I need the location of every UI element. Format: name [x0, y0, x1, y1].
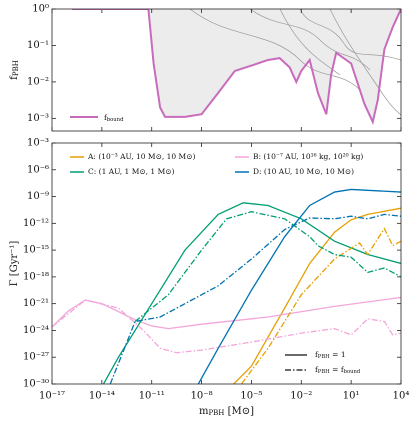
x-label: mPBH [M⊙] — [199, 406, 254, 417]
label-part: [M⊙] — [224, 406, 254, 417]
y-tick-label: 10⁻² — [27, 76, 49, 87]
y-tick-label: 10⁰ — [32, 4, 49, 15]
label-part: f — [9, 75, 20, 80]
label-sub: PBH — [208, 409, 224, 417]
legend-label: fPBH = 1 — [315, 350, 346, 360]
x-tick-label: 10⁻¹¹ — [139, 391, 165, 402]
y-tick-label: 10⁻²⁴ — [23, 325, 49, 336]
label-sub: PBH — [12, 60, 20, 76]
x-tick-label: 10⁴ — [393, 391, 410, 402]
label-sub: PBH — [318, 369, 330, 375]
y-tick-label: 10⁻²⁷ — [23, 352, 49, 363]
label-part: f — [104, 113, 108, 122]
series-line — [134, 211, 401, 323]
legend-label: fbound — [104, 113, 124, 123]
y-label: Γ [Gyr⁻¹] — [9, 241, 20, 287]
plot-frame — [51, 142, 402, 385]
y-tick-label: 10⁻¹⁵ — [23, 245, 49, 256]
y-tick-label: 10⁻⁶ — [27, 164, 49, 175]
label-sub: bound — [344, 369, 361, 375]
series-line — [240, 227, 401, 384]
label-part: = 1 — [330, 350, 346, 359]
plot-frame — [51, 8, 402, 132]
label-part: m — [199, 406, 209, 417]
y-tick-label: 10⁻³⁰ — [23, 379, 49, 390]
legend-label: B: (10⁻⁷ AU, 10¹⁶ kg, 10²⁰ kg) — [253, 152, 363, 161]
y-label: fPBH — [9, 60, 20, 80]
series-line — [109, 213, 401, 384]
label-part: Γ [Gyr⁻¹] — [9, 241, 20, 287]
legend-label: A: (10⁻³ AU, 10 M⊙, 10 M⊙) — [87, 152, 196, 161]
y-tick-label: 10⁻¹² — [23, 218, 49, 229]
series-line — [52, 296, 401, 330]
series-line — [197, 188, 401, 384]
x-tick-label: 10⁻² — [290, 391, 312, 402]
label-part: f — [315, 350, 319, 359]
label-part: f — [315, 365, 319, 374]
legend-label: fPBH = fbound — [315, 365, 361, 375]
x-tick-label: 10⁻⁵ — [240, 391, 262, 402]
label-part: = f — [330, 365, 345, 374]
label-sub: PBH — [318, 354, 330, 360]
x-tick-label: 10¹ — [343, 391, 360, 402]
series-line — [72, 9, 401, 125]
constraint-decor — [189, 9, 401, 116]
y-tick-label: 10⁻⁹ — [27, 191, 49, 202]
legend-label: D: (10 AU, 10 M⊙, 10 M⊙) — [253, 167, 354, 176]
x-tick-label: 10⁻¹⁴ — [89, 391, 115, 402]
label-sub: bound — [107, 117, 124, 123]
y-tick-label: 10⁻³ — [27, 138, 49, 149]
y-tick-label: 10⁻³ — [27, 113, 49, 124]
x-tick-label: 10⁻⁸ — [191, 391, 213, 402]
x-tick-label: 10⁻¹⁷ — [39, 391, 65, 402]
series-line — [52, 299, 401, 354]
legend-label: C: (1 AU, 1 M⊙, 1 M⊙) — [88, 167, 175, 176]
y-tick-label: 10⁻²¹ — [23, 298, 49, 309]
series-line — [102, 202, 401, 384]
y-tick-label: 10⁻¹⁸ — [23, 271, 49, 282]
y-tick-label: 10⁻¹ — [27, 40, 49, 51]
